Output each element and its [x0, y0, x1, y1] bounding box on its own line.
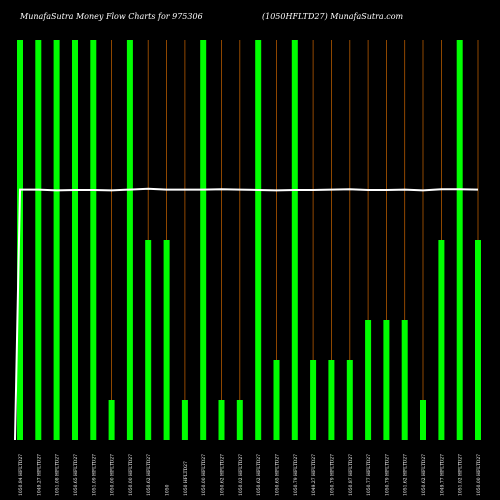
- bar-series: [17, 40, 481, 440]
- x-tick-label: 1051.09 HFLTD27: [91, 454, 97, 496]
- bar: [236, 400, 243, 440]
- bar: [273, 360, 280, 440]
- x-tick-label: 1050.62 HFLTD27: [220, 454, 226, 496]
- bar: [291, 40, 298, 440]
- x-tick-label: 1050 HFLTD27: [183, 461, 189, 496]
- x-tick-label: 1049.27 HFLTD27: [36, 454, 42, 496]
- bar: [420, 400, 426, 440]
- bar: [90, 40, 97, 440]
- stem-lines: [19, 40, 479, 440]
- x-tick-label: 1050.87 HFLTD27: [348, 454, 354, 496]
- bar: [346, 360, 353, 440]
- x-tick-label: 1050.00 HFLTD27: [128, 454, 134, 496]
- bar: [255, 40, 262, 440]
- bar: [328, 360, 335, 440]
- x-tick-label: 1050.65 HFLTD27: [275, 454, 281, 496]
- bar: [200, 40, 207, 440]
- bar: [475, 240, 481, 440]
- x-tick-label: 1050.00 HFLTD27: [201, 454, 207, 496]
- x-tick-labels: 1050.84 HFLTD27 1049.27 HFLTD27 1051.08 HF…: [18, 454, 482, 496]
- bar: [108, 400, 115, 440]
- x-tick-label: 1050: [165, 484, 171, 496]
- flow-line-path: [14, 187, 479, 441]
- chart-title-left: MunafaSutra Money Flow Charts for 975306: [20, 12, 203, 21]
- bar: [126, 40, 133, 440]
- bar: [72, 40, 78, 440]
- bar: [163, 240, 170, 440]
- x-tick-label: 1051.02 HFLTD27: [458, 454, 464, 496]
- x-tick-label: 1050.62 HFLTD27: [256, 454, 262, 496]
- bar: [145, 240, 152, 440]
- x-tick-label: 1050.79 HFLTD27: [329, 454, 335, 496]
- bar: [218, 400, 225, 440]
- x-tick-label: 1049.77 HFLTD27: [439, 454, 445, 496]
- x-tick-label: 1050.65 HFLTD27: [73, 454, 79, 496]
- x-tick-label: 1051.62 HFLTD27: [403, 454, 409, 496]
- x-tick-label: 1051.08 HFLTD27: [55, 454, 61, 496]
- bar: [383, 320, 390, 440]
- chart-title-right: (1050HFLTD27) MunafaSutra.com: [262, 12, 404, 21]
- bar: [310, 360, 317, 440]
- flow-line: [14, 187, 479, 441]
- x-tick-label: 1050.62 HFLTD27: [146, 454, 152, 496]
- x-tick-label: 1050.00 HFLTD27: [110, 454, 116, 496]
- bar: [365, 320, 372, 440]
- bar: [53, 40, 60, 440]
- x-tick-label: 1050.02 HFLTD27: [238, 454, 244, 496]
- bar: [456, 40, 463, 440]
- bar: [181, 400, 188, 440]
- x-tick-label: 1050.79 HFLTD27: [293, 454, 299, 496]
- x-tick-label: 1050.77 HFLTD27: [366, 454, 372, 496]
- bar: [35, 40, 42, 440]
- bar: [17, 40, 23, 440]
- bar: [401, 320, 408, 440]
- bar: [438, 240, 445, 440]
- x-tick-label: 1050.79 HFLTD27: [384, 454, 390, 496]
- x-tick-label: 1049.27 HFLTD27: [311, 454, 317, 496]
- x-tick-label: 1050.84 HFLTD27: [18, 454, 24, 496]
- x-tick-label: 1050.00 HFLTD27: [476, 454, 482, 496]
- x-tick-label: 1050.62 HFLTD27: [421, 454, 427, 496]
